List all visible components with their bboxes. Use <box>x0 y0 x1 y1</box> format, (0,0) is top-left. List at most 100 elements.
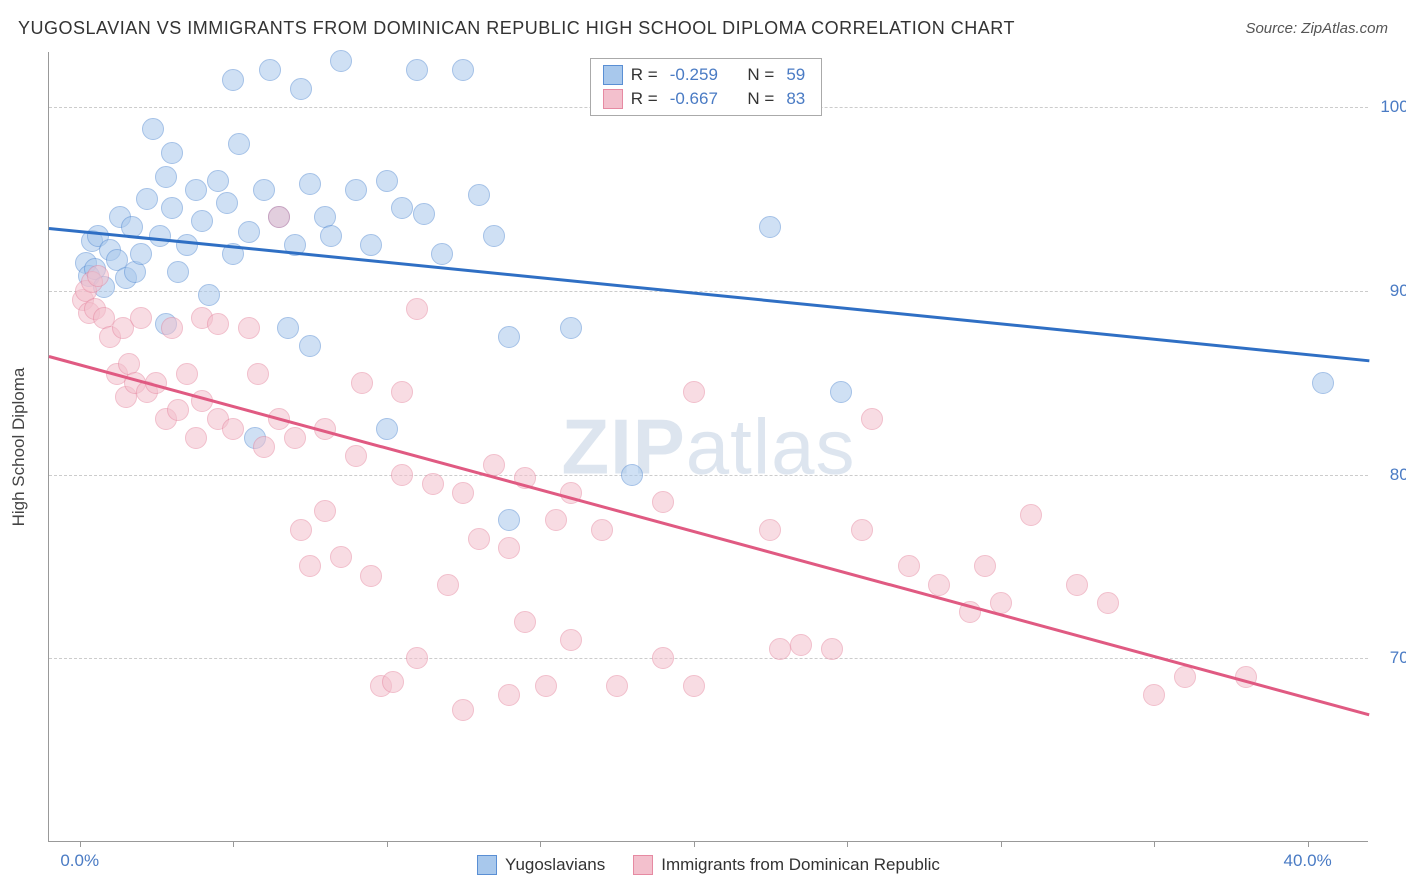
scatter-point <box>161 317 183 339</box>
scatter-point <box>498 326 520 348</box>
scatter-point <box>360 565 382 587</box>
series-legend: Yugoslavians Immigrants from Dominican Re… <box>49 855 1368 875</box>
scatter-point <box>345 179 367 201</box>
scatter-point <box>406 647 428 669</box>
scatter-point <box>167 261 189 283</box>
scatter-point <box>406 59 428 81</box>
scatter-point <box>452 59 474 81</box>
scatter-point <box>851 519 873 541</box>
scatter-point <box>591 519 613 541</box>
scatter-point <box>821 638 843 660</box>
scatter-point <box>167 399 189 421</box>
scatter-point <box>861 408 883 430</box>
scatter-point <box>422 473 444 495</box>
scatter-point <box>606 675 628 697</box>
scatter-point <box>130 307 152 329</box>
scatter-point <box>345 445 367 467</box>
correlation-legend-row: R =-0.667 N =83 <box>603 87 809 111</box>
scatter-point <box>1312 372 1334 394</box>
scatter-point <box>683 381 705 403</box>
scatter-point <box>413 203 435 225</box>
x-tick <box>80 841 81 847</box>
gridline-h <box>49 475 1368 476</box>
n-value: 59 <box>786 65 805 85</box>
gridline-h <box>49 291 1368 292</box>
scatter-point <box>155 166 177 188</box>
scatter-point <box>330 50 352 72</box>
scatter-point <box>1174 666 1196 688</box>
legend-swatch <box>603 89 623 109</box>
scatter-point <box>545 509 567 531</box>
scatter-point <box>207 170 229 192</box>
scatter-point <box>759 519 781 541</box>
scatter-point <box>514 611 536 633</box>
r-value: -0.259 <box>670 65 718 85</box>
n-label: N = <box>747 89 774 109</box>
scatter-point <box>790 634 812 656</box>
scatter-point <box>290 78 312 100</box>
scatter-point <box>314 500 336 522</box>
scatter-point <box>1066 574 1088 596</box>
scatter-point <box>185 427 207 449</box>
scatter-point <box>238 221 260 243</box>
scatter-point <box>928 574 950 596</box>
scatter-point <box>560 317 582 339</box>
scatter-point <box>222 418 244 440</box>
scatter-point <box>406 298 428 320</box>
y-tick-label: 80.0% <box>1390 465 1406 485</box>
n-value: 83 <box>786 89 805 109</box>
scatter-point <box>498 537 520 559</box>
scatter-point <box>253 179 275 201</box>
scatter-point <box>652 647 674 669</box>
scatter-point <box>299 555 321 577</box>
x-tick-label: 0.0% <box>60 851 99 871</box>
scatter-point <box>351 372 373 394</box>
y-tick-label: 90.0% <box>1390 281 1406 301</box>
scatter-point <box>452 699 474 721</box>
legend-item: Immigrants from Dominican Republic <box>633 855 940 875</box>
scatter-point <box>830 381 852 403</box>
y-tick-label: 70.0% <box>1390 648 1406 668</box>
scatter-point <box>268 206 290 228</box>
scatter-point <box>621 464 643 486</box>
scatter-point <box>290 519 312 541</box>
scatter-point <box>320 225 342 247</box>
scatter-point <box>898 555 920 577</box>
scatter-point <box>382 671 404 693</box>
scatter-point <box>452 482 474 504</box>
scatter-point <box>1143 684 1165 706</box>
scatter-point <box>560 629 582 651</box>
scatter-point <box>391 197 413 219</box>
scatter-point <box>376 418 398 440</box>
x-tick <box>847 841 848 847</box>
x-tick <box>1001 841 1002 847</box>
r-label: R = <box>631 89 658 109</box>
scatter-point <box>330 546 352 568</box>
scatter-point <box>191 210 213 232</box>
scatter-point <box>483 225 505 247</box>
x-tick <box>540 841 541 847</box>
scatter-point <box>360 234 382 256</box>
scatter-point <box>161 197 183 219</box>
x-tick <box>694 841 695 847</box>
trend-line <box>49 227 1369 362</box>
scatter-point <box>1097 592 1119 614</box>
x-tick <box>387 841 388 847</box>
scatter-point <box>259 59 281 81</box>
source-label: Source: ZipAtlas.com <box>1245 20 1388 37</box>
scatter-point <box>176 234 198 256</box>
scatter-point <box>198 284 220 306</box>
watermark: ZIPatlas <box>561 401 855 492</box>
scatter-point <box>87 265 109 287</box>
scatter-point <box>176 363 198 385</box>
scatter-point <box>130 243 152 265</box>
scatter-point <box>1020 504 1042 526</box>
legend-swatch <box>633 855 653 875</box>
scatter-point <box>299 335 321 357</box>
scatter-point <box>299 173 321 195</box>
scatter-point <box>207 313 229 335</box>
legend-series-name: Yugoslavians <box>505 855 605 875</box>
scatter-point <box>284 427 306 449</box>
correlation-legend-row: R =-0.259 N =59 <box>603 63 809 87</box>
x-tick <box>1154 841 1155 847</box>
